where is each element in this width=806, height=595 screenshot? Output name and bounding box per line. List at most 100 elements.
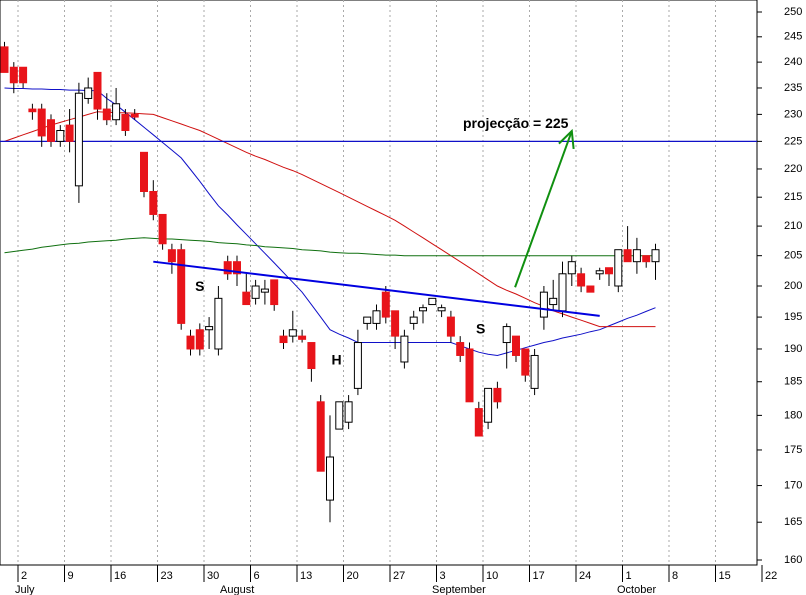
- candle-body: [605, 267, 613, 275]
- candle-body: [93, 71, 102, 110]
- y-tick-label: 215: [784, 191, 802, 203]
- candle-body: [512, 335, 520, 356]
- month-label: July: [15, 584, 35, 595]
- candle-body: [344, 401, 353, 423]
- candle-body: [56, 130, 65, 142]
- candle-body: [586, 285, 595, 293]
- candle-body: [595, 270, 604, 275]
- x-tick-label: 20: [347, 570, 359, 582]
- x-tick-label: 17: [533, 570, 545, 582]
- candle-body: [270, 279, 279, 306]
- plot-frame: [0, 0, 758, 566]
- x-tick-label: 30: [207, 570, 219, 582]
- candle-body: [632, 249, 641, 263]
- candle-body: [465, 348, 474, 403]
- y-tick-label: 200: [784, 280, 802, 292]
- pattern-label: H: [331, 351, 341, 367]
- candle-body: [251, 285, 260, 299]
- candle-body: [400, 335, 409, 363]
- candle-body: [484, 387, 493, 423]
- candle-body: [0, 46, 9, 73]
- candle-body: [539, 291, 548, 318]
- x-tick-label: 3: [440, 570, 446, 582]
- y-tick-label: 245: [784, 31, 802, 43]
- x-tick-label: 10: [486, 570, 498, 582]
- candle-body: [158, 213, 167, 245]
- candle-body: [493, 387, 502, 403]
- candle-body: [419, 307, 427, 312]
- candle-body: [214, 297, 223, 350]
- candle-body: [205, 326, 214, 331]
- candle-body: [381, 291, 390, 318]
- candle-body: [298, 335, 307, 340]
- candle-body: [558, 273, 567, 312]
- y-tick-label: 210: [784, 220, 802, 232]
- x-tick-label: 8: [672, 570, 678, 582]
- y-tick-label: 180: [784, 409, 802, 421]
- candle-body: [233, 261, 241, 275]
- pattern-label: S: [476, 320, 485, 336]
- x-tick-label: 1: [626, 570, 632, 582]
- candle-body: [437, 307, 446, 312]
- candle-body: [363, 316, 372, 324]
- candle-body: [74, 92, 83, 187]
- month-label: August: [220, 584, 254, 595]
- y-tick-label: 160: [784, 554, 802, 566]
- y-tick-label: 220: [784, 163, 802, 175]
- x-tick-label: 24: [579, 570, 591, 582]
- candle-body: [140, 151, 148, 192]
- candle-body: [288, 329, 297, 337]
- candle-body: [530, 354, 539, 389]
- y-tick-label: 175: [784, 444, 802, 456]
- candle-body: [642, 255, 651, 263]
- candle-body: [19, 66, 28, 84]
- candle-body: [37, 108, 46, 137]
- candle-body: [195, 329, 204, 350]
- y-tick-label: 205: [784, 250, 802, 262]
- candle-body: [65, 124, 74, 142]
- y-tick-label: 185: [784, 376, 802, 388]
- candle-body: [112, 103, 121, 121]
- x-tick-label: 27: [393, 570, 405, 582]
- candle-body: [9, 66, 18, 84]
- candle-body: [47, 119, 55, 142]
- x-tick-label: 22: [765, 570, 777, 582]
- candle-body: [28, 108, 37, 113]
- x-tick-label: 15: [719, 570, 731, 582]
- candle-body: [372, 310, 381, 324]
- y-tick-label: 170: [784, 479, 802, 491]
- candle-body: [623, 249, 632, 263]
- candle-body: [130, 113, 139, 118]
- y-tick-label: 235: [784, 82, 802, 94]
- candle-body: [614, 249, 623, 287]
- neckline: [153, 260, 600, 317]
- candle-body: [428, 297, 437, 306]
- moving-average-line: [4, 87, 656, 357]
- candle-body: [279, 335, 288, 344]
- y-tick-label: 195: [784, 311, 802, 323]
- candle-body: [651, 249, 660, 263]
- month-label: October: [617, 584, 656, 595]
- y-tick-label: 250: [784, 6, 802, 18]
- moving-average-line: [4, 237, 656, 257]
- projection-label: projecção = 225: [463, 115, 569, 131]
- projection-arrow: [514, 130, 573, 288]
- x-tick-label: 2: [21, 570, 27, 582]
- candle-body: [446, 316, 455, 337]
- candle-body: [84, 87, 93, 99]
- candle-body: [167, 249, 176, 263]
- y-tick-label: 190: [784, 343, 802, 355]
- candle-body: [149, 190, 158, 215]
- candle-body: [186, 335, 195, 350]
- y-tick-label: 230: [784, 108, 802, 120]
- candle-body: [502, 326, 511, 344]
- candle-body: [577, 273, 586, 287]
- candle-body: [121, 113, 130, 132]
- candle-body: [456, 342, 465, 356]
- candle-body: [177, 249, 186, 324]
- candle-body: [102, 108, 111, 121]
- candle-body: [307, 342, 316, 370]
- candle-body: [242, 291, 251, 306]
- y-tick-label: 240: [784, 56, 802, 68]
- month-label: September: [432, 584, 486, 595]
